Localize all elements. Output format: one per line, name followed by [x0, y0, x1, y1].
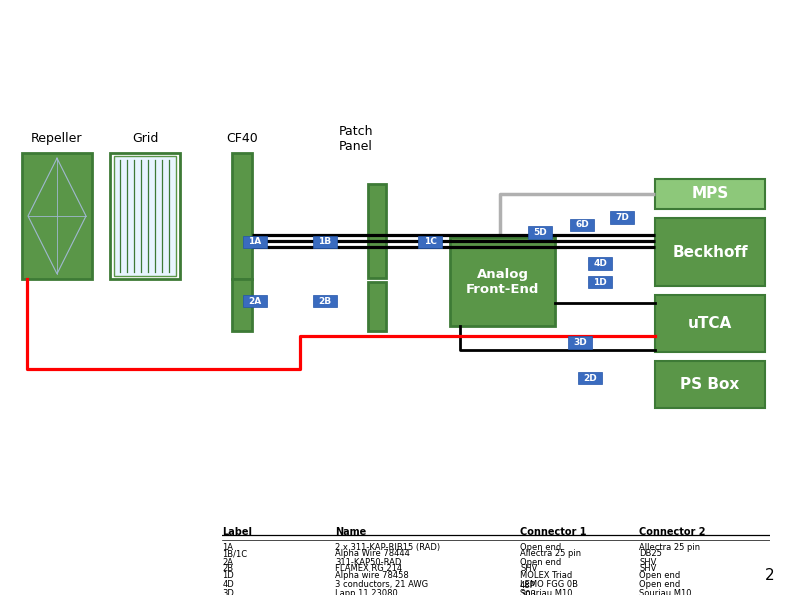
Text: Souriau M10: Souriau M10	[520, 589, 572, 595]
Bar	[232, 280, 252, 331]
Bar	[243, 236, 267, 248]
Text: Repeller: Repeller	[31, 132, 83, 145]
Text: 4D: 4D	[222, 580, 234, 589]
Text: 1A: 1A	[249, 237, 262, 246]
Text: 2 x 311-KAP-RIB15 (RAD): 2 x 311-KAP-RIB15 (RAD)	[336, 543, 441, 552]
Bar	[368, 184, 386, 278]
Text: 311-KAP50-RAD: 311-KAP50-RAD	[336, 558, 402, 567]
Bar	[655, 361, 765, 408]
Text: LEMO FGG 0B
303: LEMO FGG 0B 303	[520, 580, 578, 595]
Bar	[22, 152, 92, 280]
Bar	[450, 237, 555, 327]
Text: 2B: 2B	[222, 564, 233, 574]
Text: SHV: SHV	[520, 564, 538, 574]
Text: 6D: 6D	[575, 220, 589, 230]
Text: 3D: 3D	[573, 338, 587, 347]
Text: CF40: CF40	[226, 132, 258, 145]
Text: 2: 2	[765, 568, 774, 583]
Bar	[313, 236, 337, 248]
Text: Souriau M10: Souriau M10	[639, 589, 692, 595]
Text: Label: Label	[222, 527, 252, 537]
Text: Open end: Open end	[639, 580, 680, 589]
Text: Open end: Open end	[639, 571, 680, 580]
Text: Open end: Open end	[520, 543, 561, 552]
Text: 7D: 7D	[615, 213, 629, 222]
Bar	[368, 282, 386, 331]
Text: Name: Name	[336, 527, 367, 537]
Text: Alpha wire 78458: Alpha wire 78458	[336, 571, 409, 580]
Text: 1A: 1A	[222, 543, 233, 552]
Text: SHV: SHV	[639, 564, 657, 574]
Bar	[110, 152, 180, 280]
Text: 3D: 3D	[222, 589, 234, 595]
Bar	[578, 372, 602, 384]
Text: Beckhoff: Beckhoff	[673, 245, 748, 259]
Text: Open end: Open end	[520, 558, 561, 567]
Text: Grid Cabling Layout: Grid Cabling Layout	[183, 20, 611, 63]
Text: 1B/1C: 1B/1C	[222, 549, 248, 558]
Bar	[232, 152, 252, 280]
Bar	[588, 276, 612, 289]
Text: Patch
Panel: Patch Panel	[339, 126, 373, 154]
Bar	[568, 336, 592, 349]
Text: Connector 2: Connector 2	[639, 527, 706, 537]
Bar	[418, 236, 442, 248]
Text: Grid: Grid	[132, 132, 158, 145]
Bar	[570, 219, 594, 231]
Text: uTCA: uTCA	[688, 316, 732, 331]
Bar	[588, 258, 612, 270]
Text: 1D: 1D	[222, 571, 234, 580]
Text: Allectra 25 pin: Allectra 25 pin	[639, 543, 700, 552]
Text: Allectra 25 pin: Allectra 25 pin	[520, 549, 581, 558]
Text: 2D: 2D	[583, 374, 597, 383]
Text: Analog
Front-End: Analog Front-End	[466, 268, 539, 296]
Bar	[528, 226, 552, 239]
Text: 1C: 1C	[423, 237, 437, 246]
Text: FLAMEX RG 214: FLAMEX RG 214	[336, 564, 403, 574]
Bar	[114, 156, 176, 275]
Text: DB25: DB25	[639, 549, 662, 558]
Bar	[655, 218, 765, 286]
Text: PS Box: PS Box	[680, 377, 740, 392]
Text: 3 conductors, 21 AWG: 3 conductors, 21 AWG	[336, 580, 429, 589]
Text: 1B: 1B	[318, 237, 332, 246]
Text: 2B: 2B	[318, 296, 332, 306]
Bar	[313, 295, 337, 307]
Text: 2A: 2A	[222, 558, 233, 567]
Text: 5D: 5D	[533, 228, 547, 237]
Text: MPS: MPS	[692, 186, 729, 202]
Bar	[655, 179, 765, 209]
Bar	[610, 211, 634, 224]
Text: 1D: 1D	[593, 278, 607, 287]
Text: 2A: 2A	[249, 296, 262, 306]
Bar	[243, 295, 267, 307]
Text: 4D: 4D	[593, 259, 607, 268]
Text: Lapp 11 23080: Lapp 11 23080	[336, 589, 399, 595]
Text: Alpha Wire 78444: Alpha Wire 78444	[336, 549, 410, 558]
Bar	[655, 296, 765, 352]
Text: MOLEX Triad
48P: MOLEX Triad 48P	[520, 571, 572, 590]
Text: Connector 1: Connector 1	[520, 527, 587, 537]
Text: SHV: SHV	[639, 558, 657, 567]
